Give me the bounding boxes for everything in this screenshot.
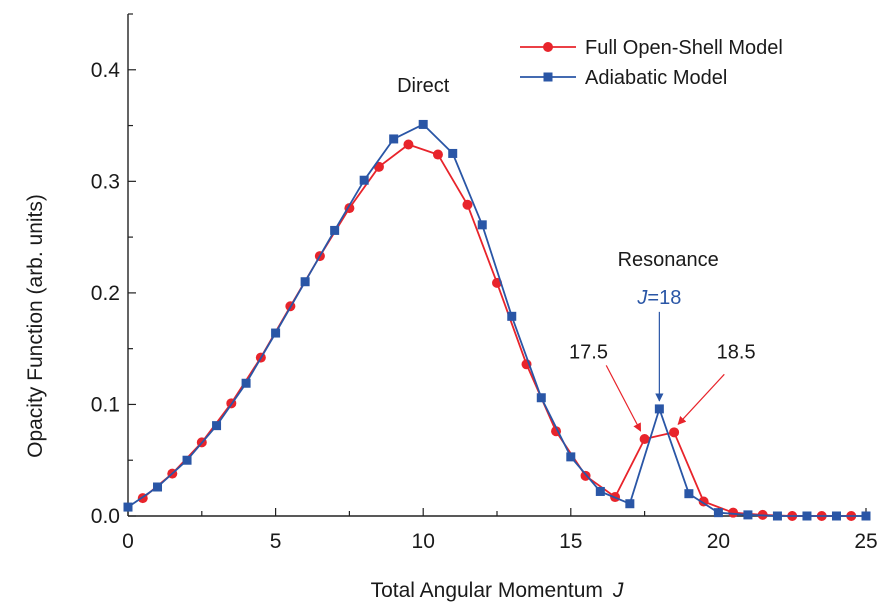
series-line bbox=[142, 143, 852, 517]
y-tick-label: 0.4 bbox=[91, 59, 121, 82]
data-point bbox=[241, 378, 251, 388]
x-axis-label: Total Angular Momentum J bbox=[371, 579, 624, 602]
data-point bbox=[861, 511, 871, 521]
data-point bbox=[728, 507, 739, 518]
data-point bbox=[625, 499, 635, 509]
data-point bbox=[389, 134, 399, 144]
y-axis-label: Opacity Function (arb. units) bbox=[24, 194, 47, 458]
data-point bbox=[418, 119, 428, 129]
legend-marker bbox=[543, 42, 553, 52]
series-line bbox=[127, 123, 866, 517]
arrow-17-5 bbox=[605, 365, 642, 432]
x-tick-label: 15 bbox=[559, 530, 582, 553]
legend-item: Full Open-Shell Model bbox=[520, 37, 783, 59]
data-point bbox=[153, 482, 163, 492]
annotation-resonance: Resonance bbox=[618, 249, 719, 271]
x-tick-label: 0 bbox=[122, 530, 134, 553]
arrow-18-5 bbox=[677, 373, 725, 425]
series-adiabatic bbox=[123, 119, 871, 521]
y-tick-label: 0.2 bbox=[91, 282, 120, 305]
data-point bbox=[448, 148, 458, 158]
annotations: Direct Resonance J=18 17.5 18.5 bbox=[397, 75, 756, 432]
series-layer bbox=[123, 119, 871, 521]
data-point bbox=[462, 199, 473, 210]
legend: Full Open-Shell Model Adiabatic Model bbox=[520, 37, 783, 89]
x-axis-label-var: J bbox=[612, 579, 624, 602]
annotation-direct: Direct bbox=[397, 75, 450, 97]
data-point bbox=[300, 277, 310, 287]
axes: 0 5 10 15 20 25 0.0 0.1 0.2 0.3 0.4 bbox=[91, 13, 878, 553]
data-point bbox=[477, 220, 487, 230]
data-point bbox=[432, 149, 443, 160]
data-point bbox=[669, 427, 680, 438]
data-point bbox=[212, 421, 222, 431]
y-tick-label: 0.3 bbox=[91, 170, 120, 193]
data-point bbox=[359, 175, 369, 185]
x-tick-label: 5 bbox=[270, 530, 282, 553]
annotation-j18-value: =18 bbox=[647, 287, 681, 309]
y-tick-label: 0.0 bbox=[91, 505, 120, 528]
x-tick-label: 25 bbox=[854, 530, 877, 553]
annotation-17-5: 17.5 bbox=[569, 342, 608, 364]
data-point bbox=[536, 393, 546, 403]
x-tick-label: 10 bbox=[412, 530, 435, 553]
data-point bbox=[271, 328, 281, 338]
legend-label: Adiabatic Model bbox=[585, 67, 727, 89]
legend-item: Adiabatic Model bbox=[520, 67, 727, 89]
data-point bbox=[713, 508, 723, 518]
legend-label: Full Open-Shell Model bbox=[585, 37, 783, 59]
annotation-18-5: 18.5 bbox=[717, 342, 756, 364]
data-point bbox=[595, 486, 605, 496]
data-point bbox=[831, 511, 841, 521]
legend-marker bbox=[543, 72, 553, 82]
data-point bbox=[743, 510, 753, 520]
series-full-open-shell bbox=[137, 139, 857, 521]
data-point bbox=[507, 311, 517, 321]
data-point bbox=[566, 452, 576, 462]
data-point bbox=[330, 225, 340, 235]
data-point bbox=[639, 434, 650, 445]
x-tick-label: 20 bbox=[707, 530, 730, 553]
annotation-j18: J=18 bbox=[636, 287, 681, 309]
data-point bbox=[654, 404, 664, 414]
data-point bbox=[684, 489, 694, 499]
data-point bbox=[802, 511, 812, 521]
data-point bbox=[123, 502, 133, 512]
data-point bbox=[772, 511, 782, 521]
data-point bbox=[182, 455, 192, 465]
x-axis-label-text: Total Angular Momentum bbox=[371, 579, 603, 602]
data-point bbox=[403, 139, 414, 150]
y-tick-label: 0.1 bbox=[91, 393, 120, 416]
annotation-j18-var: J bbox=[636, 287, 648, 309]
